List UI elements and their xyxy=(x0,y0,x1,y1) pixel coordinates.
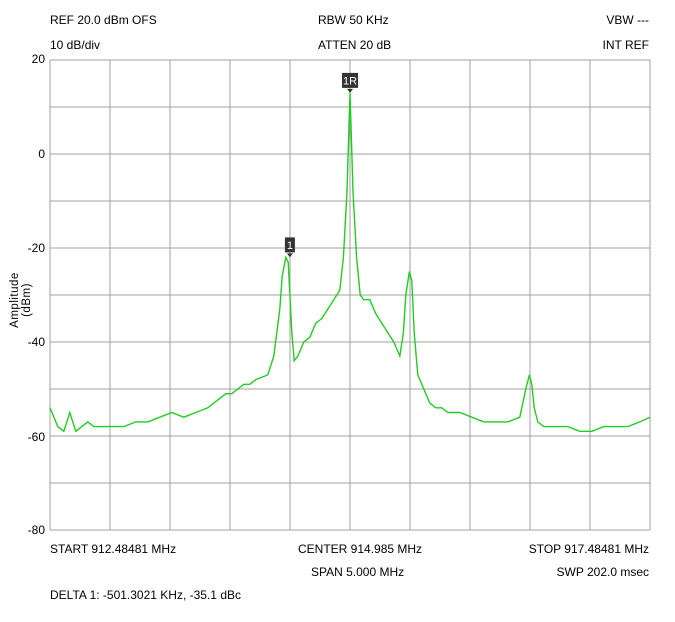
atten-readout: ATTEN 20 dB xyxy=(318,38,392,52)
marker-layer: 1R 1 xyxy=(284,72,359,258)
marker-label: 1R xyxy=(343,75,357,87)
plot-grid xyxy=(49,59,651,531)
int-ref-readout: INT REF xyxy=(602,38,649,52)
scale-readout: 10 dB/div xyxy=(50,38,101,52)
ref-level-readout: REF 20.0 dBm OFS xyxy=(50,13,157,27)
vbw-readout: VBW --- xyxy=(606,13,649,27)
center-frequency: CENTER 914.985 MHz xyxy=(298,542,423,556)
y-tick-label: 0 xyxy=(38,147,45,161)
span-readout: SPAN 5.000 MHz xyxy=(311,565,405,579)
y-tick-label: -40 xyxy=(27,335,45,349)
stop-frequency: STOP 917.48481 MHz xyxy=(528,542,649,556)
y-tick-label: -60 xyxy=(27,430,45,444)
marker-1r: 1R xyxy=(342,72,359,93)
delta-marker-readout: DELTA 1: -501.3021 KHz, -35.1 dBc xyxy=(50,588,241,602)
marker-label: 1 xyxy=(287,240,293,252)
y-tick-label: 20 xyxy=(31,52,45,66)
marker-1: 1 xyxy=(284,237,295,258)
spectrum-trace xyxy=(49,92,651,433)
y-tick-label: -80 xyxy=(27,523,45,537)
sweep-readout: SWP 202.0 msec xyxy=(556,565,649,579)
start-frequency: START 912.48481 MHz xyxy=(50,542,177,556)
rbw-readout: RBW 50 KHz xyxy=(318,13,389,27)
y-tick-label: -20 xyxy=(27,241,45,255)
